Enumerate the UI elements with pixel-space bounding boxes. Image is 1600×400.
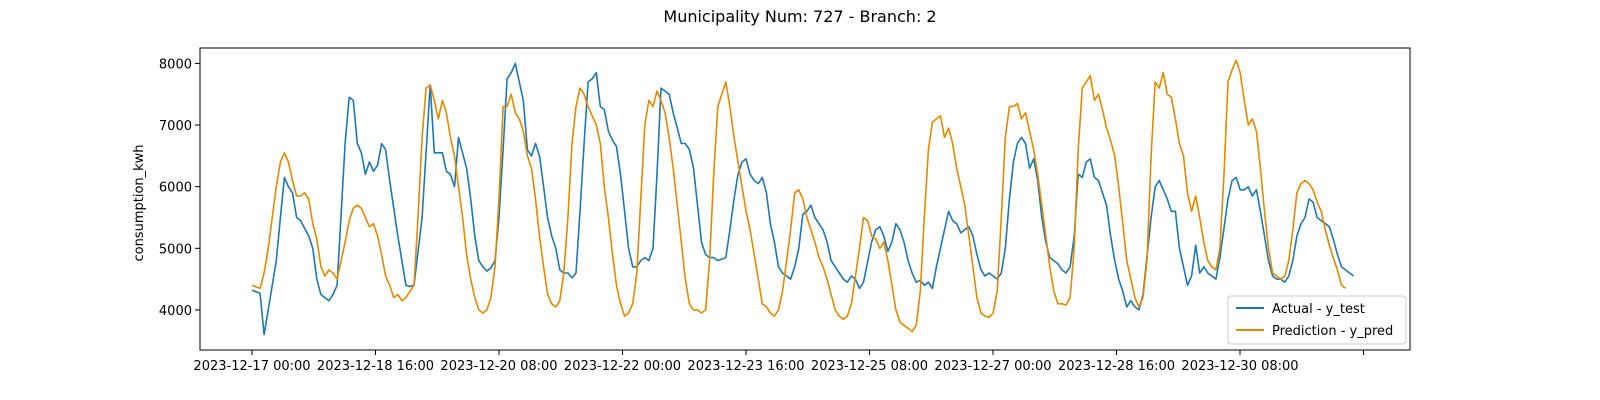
x-tick-label: 2023-12-22 00:00	[564, 359, 681, 374]
y-tick-label: 5000	[159, 242, 192, 257]
plot-frame	[199, 47, 1411, 351]
x-tick-label: 2023-12-25 08:00	[811, 359, 928, 374]
y-axis-label: consumption_kwh	[132, 144, 147, 261]
x-tick-label: 2023-12-28 16:00	[1058, 359, 1175, 374]
plot-lines	[251, 59, 1355, 336]
chart-title: Municipality Num: 727 - Branch: 2	[663, 7, 936, 26]
y-axis: 4000 5000 6000 7000 8000	[159, 57, 200, 319]
series-line-actual	[251, 62, 1355, 336]
x-tick-label: 2023-12-23 16:00	[687, 359, 804, 374]
x-tick-label: 2023-12-27 00:00	[934, 359, 1051, 374]
series-line-prediction	[251, 59, 1346, 333]
y-tick-label: 4000	[159, 304, 192, 319]
x-tick-label: 2023-12-17 00:00	[193, 359, 310, 374]
x-tick-label: 2023-12-20 08:00	[440, 359, 557, 374]
x-tick-label: 2023-12-30 08:00	[1181, 359, 1298, 374]
y-tick-label: 6000	[159, 181, 192, 196]
y-tick-label: 7000	[159, 119, 192, 134]
legend-label-actual: Actual - y_test	[1272, 302, 1365, 317]
legend-label-prediction: Prediction - y_pred	[1272, 324, 1393, 339]
legend-box	[1227, 295, 1407, 345]
legend: Actual - y_test Prediction - y_pred	[1227, 295, 1407, 345]
y-tick-label: 8000	[159, 57, 192, 72]
x-tick-label: 2023-12-18 16:00	[317, 359, 434, 374]
x-axis: 2023-12-17 00:00 2023-12-18 16:00 2023-12-…	[193, 350, 1364, 374]
